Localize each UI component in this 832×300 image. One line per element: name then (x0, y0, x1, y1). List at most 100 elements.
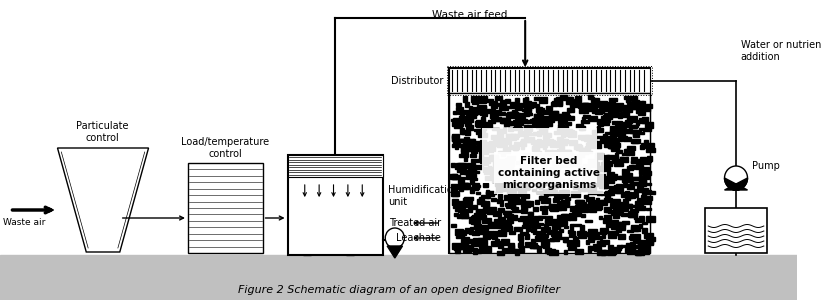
Bar (473, 238, 483, 244)
Bar (544, 180, 547, 183)
Bar (610, 174, 613, 178)
Bar (569, 213, 576, 217)
Bar (616, 202, 624, 206)
Bar (641, 117, 648, 123)
Bar (564, 150, 571, 153)
Bar (483, 183, 488, 187)
Bar (575, 206, 580, 209)
Bar (519, 237, 523, 243)
Bar (624, 204, 632, 208)
Bar (516, 118, 525, 121)
Bar (557, 97, 560, 102)
Bar (547, 231, 554, 234)
Bar (487, 145, 490, 150)
Bar (630, 185, 634, 190)
Bar (644, 233, 652, 238)
Bar (642, 101, 645, 105)
Bar (614, 103, 622, 106)
Bar (557, 116, 561, 118)
Bar (622, 105, 631, 110)
Bar (577, 105, 584, 107)
Bar (479, 242, 486, 248)
Bar (623, 177, 626, 182)
Bar (515, 104, 522, 110)
Bar (512, 136, 517, 140)
Bar (452, 136, 458, 141)
Bar (537, 170, 542, 173)
Bar (508, 160, 514, 166)
Bar (618, 136, 627, 140)
Bar (504, 224, 510, 227)
Bar (482, 128, 597, 183)
Bar (516, 179, 519, 185)
Bar (567, 242, 576, 246)
Bar (565, 197, 570, 200)
Bar (547, 191, 552, 195)
Bar (501, 241, 508, 244)
Bar (614, 143, 620, 147)
Bar (452, 122, 461, 126)
Bar (639, 224, 642, 228)
Bar (575, 237, 578, 239)
Bar (529, 161, 532, 163)
Bar (500, 112, 505, 115)
Bar (547, 216, 552, 219)
Bar (570, 159, 577, 165)
Bar (545, 219, 553, 225)
Bar (496, 182, 499, 187)
Bar (511, 175, 518, 180)
Bar (596, 198, 599, 204)
Bar (553, 111, 557, 114)
Bar (515, 250, 519, 255)
Bar (551, 102, 557, 106)
Bar (588, 95, 593, 99)
Bar (520, 140, 526, 146)
Bar (461, 145, 469, 149)
Bar (542, 189, 551, 192)
Bar (544, 248, 551, 253)
Text: Waste air: Waste air (2, 218, 45, 227)
Bar (637, 109, 645, 115)
Bar (534, 168, 537, 173)
Bar (561, 164, 569, 167)
Bar (606, 115, 612, 118)
Bar (563, 134, 568, 136)
Bar (579, 151, 583, 156)
Bar (547, 250, 551, 254)
Bar (532, 240, 535, 242)
Bar (585, 220, 592, 222)
Bar (634, 159, 643, 161)
Bar (631, 227, 640, 231)
Bar (508, 123, 515, 125)
Bar (482, 246, 492, 252)
Bar (532, 146, 539, 149)
Bar (626, 204, 632, 207)
Bar (592, 102, 599, 106)
Bar (622, 178, 627, 183)
Bar (505, 203, 511, 206)
Bar (470, 227, 473, 230)
Bar (557, 150, 561, 153)
Bar (464, 229, 473, 233)
Bar (597, 126, 600, 128)
Bar (478, 132, 483, 136)
Bar (520, 216, 527, 220)
Bar (457, 107, 463, 110)
Bar (481, 201, 488, 206)
Bar (612, 222, 621, 227)
Bar (452, 175, 460, 179)
Bar (605, 132, 612, 134)
Bar (484, 159, 489, 162)
Bar (491, 135, 500, 139)
Bar (635, 165, 643, 169)
Bar (464, 147, 474, 150)
Bar (479, 155, 483, 157)
Bar (508, 128, 513, 131)
Bar (588, 137, 594, 140)
Bar (474, 213, 479, 217)
Bar (635, 201, 640, 207)
Bar (478, 107, 483, 110)
Bar (557, 203, 565, 206)
Bar (452, 174, 458, 178)
Bar (488, 191, 494, 196)
